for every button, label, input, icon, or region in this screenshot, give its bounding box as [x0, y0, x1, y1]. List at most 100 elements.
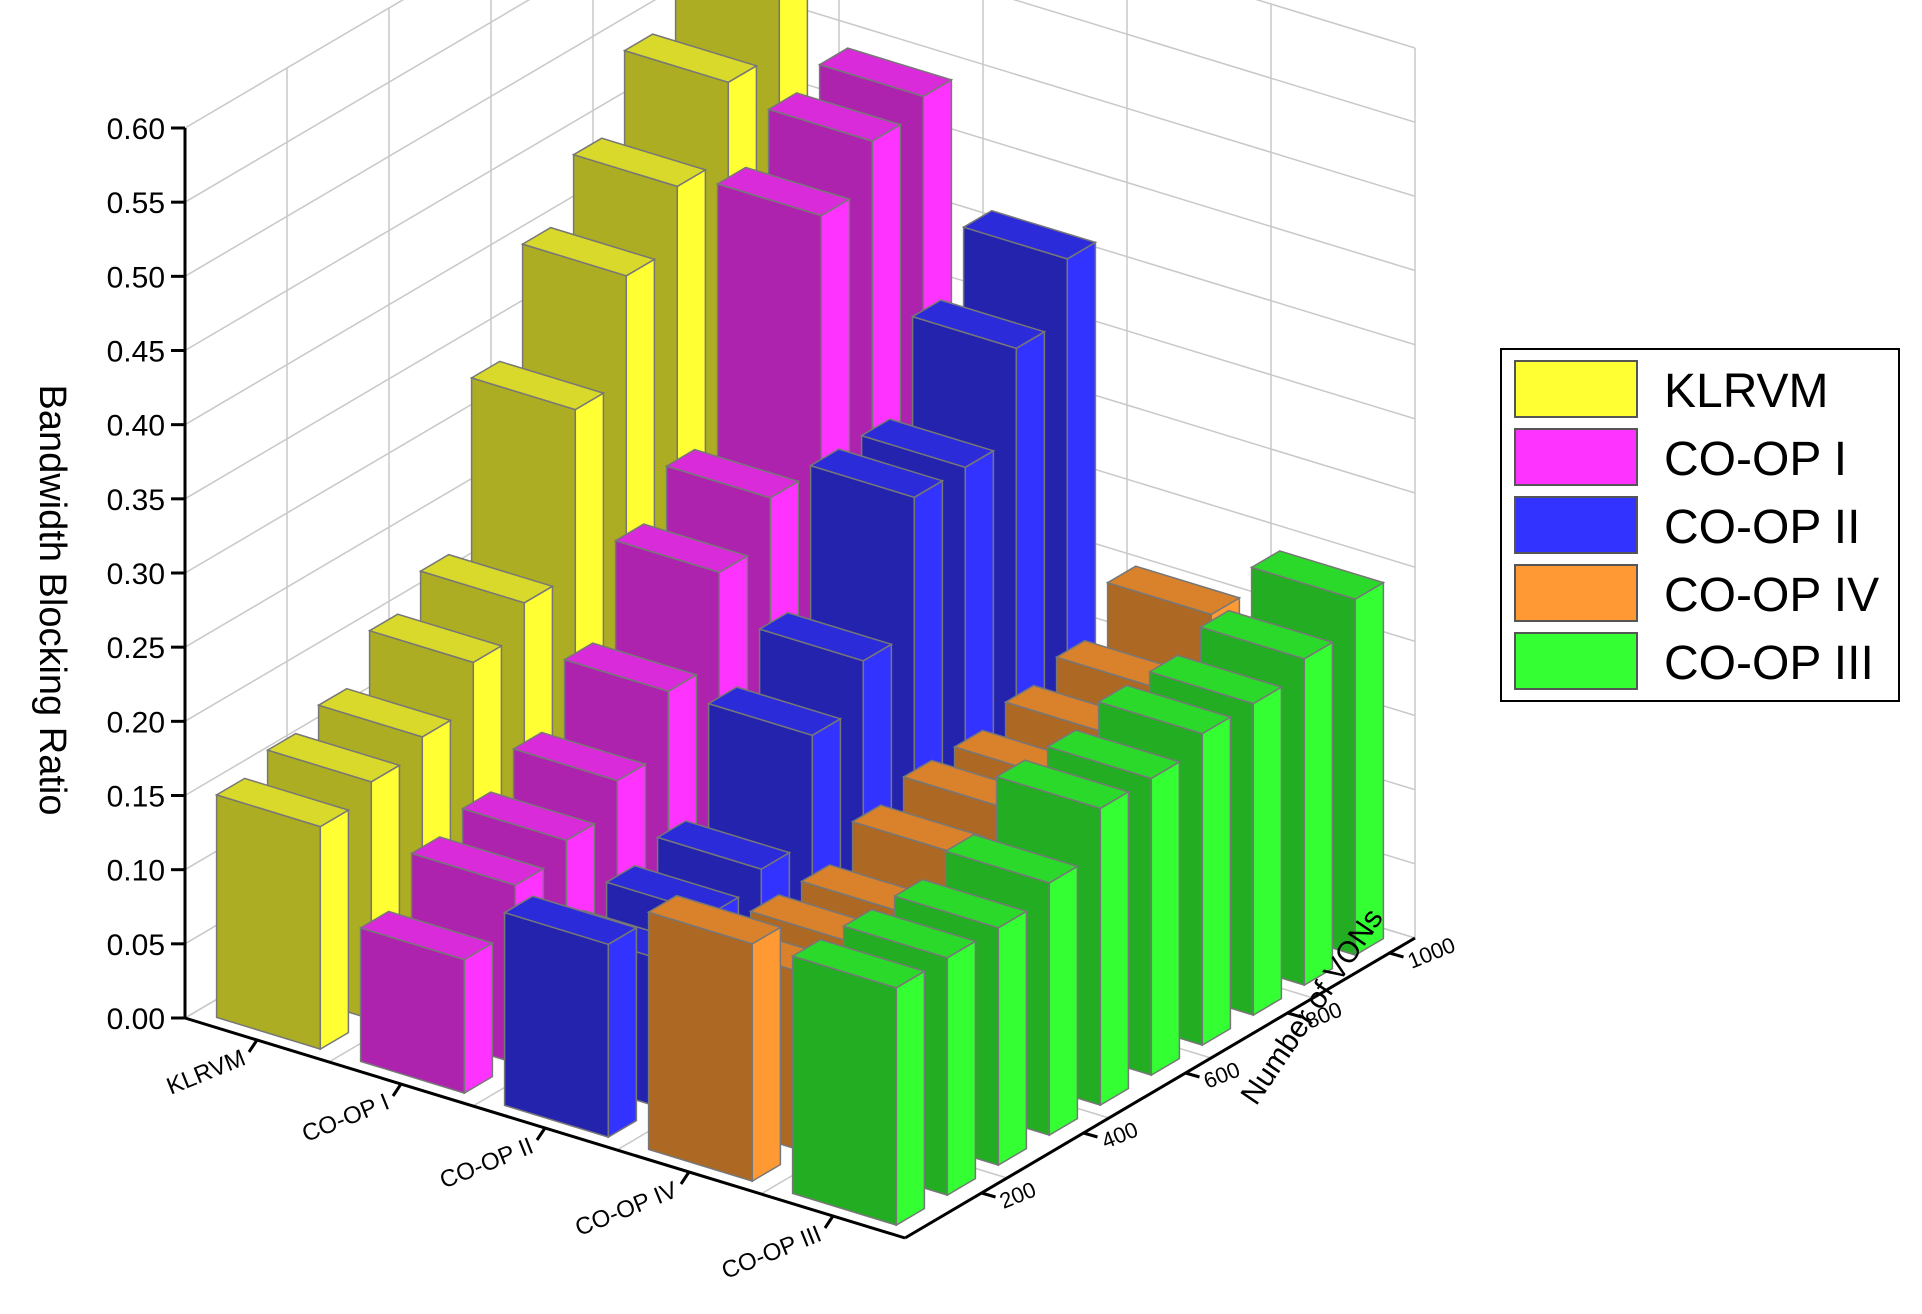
- bar-top-face: [511, 731, 648, 782]
- legend-item-coop-iii: CO-OP III: [1514, 632, 1894, 694]
- bar-top-face: [316, 687, 453, 738]
- bar-top-face: [841, 908, 978, 959]
- category-tick-label: CO-OP IV: [571, 1177, 681, 1242]
- bars: [214, 0, 1386, 1227]
- bar-side-face: [607, 926, 638, 1139]
- y-tick-label: 0.60: [107, 113, 165, 146]
- bar-top-face: [469, 360, 606, 411]
- category-tick: [679, 1171, 691, 1185]
- bar-side-face: [1201, 715, 1232, 1047]
- legend-label-coop-iv: CO-OP IV: [1664, 569, 1880, 622]
- legend-item-coop-i: CO-OP I: [1514, 428, 1894, 490]
- legend-label-klrvm: KLRVM: [1664, 365, 1829, 418]
- grid-line: [1255, 0, 1416, 49]
- category-tick: [247, 1039, 259, 1053]
- bar-top-face: [994, 759, 1131, 810]
- depth-tick: [1083, 1131, 1098, 1139]
- bar-top-face: [961, 209, 1098, 260]
- bar-top-face: [418, 553, 555, 604]
- bar-top-face: [571, 137, 708, 188]
- legend-swatch-coop-i: [1514, 428, 1638, 486]
- bar-top-face: [892, 878, 1029, 929]
- bar-top-face: [715, 166, 852, 217]
- bar-top-face: [214, 777, 351, 828]
- bar-top-face: [817, 47, 954, 98]
- grid-line: [769, 0, 1416, 198]
- bar-top-face: [646, 894, 783, 945]
- legend-item-klrvm: KLRVM: [1514, 360, 1894, 422]
- depth-axis-line: [904, 936, 1416, 1240]
- y-tick-label: 0.40: [107, 410, 165, 443]
- category-tick: [823, 1215, 835, 1229]
- bar-top-face: [790, 938, 927, 989]
- bar-top-face: [265, 732, 402, 783]
- bar-top-face: [808, 448, 945, 499]
- bar-front-face: [647, 911, 754, 1183]
- bar-top-face: [850, 804, 987, 855]
- bar-side-face: [1354, 581, 1385, 957]
- category-tick: [391, 1083, 403, 1097]
- y-tick-label: 0.25: [107, 632, 165, 665]
- depth-tick: [1389, 951, 1404, 959]
- y-tick-label: 0.35: [107, 484, 165, 517]
- y-tick-label: 0.50: [107, 261, 165, 294]
- depth-tick: [981, 1191, 996, 1199]
- bar-top-face: [1105, 565, 1242, 616]
- bar-top-face: [757, 611, 894, 662]
- grid-line: [184, 0, 405, 129]
- depth-tick: [1185, 1071, 1200, 1079]
- bar: [502, 895, 639, 1139]
- legend-swatch-coop-iii: [1514, 632, 1638, 690]
- grid-line: [184, 49, 696, 352]
- grid-line: [184, 0, 531, 203]
- legend-swatch-klrvm: [1514, 360, 1638, 418]
- bar-top-face: [1249, 550, 1386, 600]
- bar-top-face: [1147, 654, 1284, 705]
- category-tick-label: CO-OP III: [718, 1221, 825, 1285]
- bar-top-face: [655, 820, 792, 870]
- y-tick-label: 0.05: [107, 929, 165, 962]
- legend-item-coop-ii: CO-OP II: [1514, 496, 1894, 558]
- bar-top-face: [706, 686, 843, 737]
- grid-line: [1012, 0, 1416, 123]
- legend-item-coop-iv: CO-OP IV: [1514, 564, 1894, 626]
- bar-top-face: [613, 523, 750, 574]
- bar-top-face: [859, 418, 996, 469]
- bar-top-face: [358, 910, 495, 961]
- bar-front-face: [215, 793, 322, 1051]
- bar-side-face: [895, 969, 926, 1227]
- bar-side-face: [751, 925, 782, 1183]
- bar-top-face: [622, 33, 759, 84]
- grid-line: [694, 49, 1416, 272]
- bar-front-face: [791, 955, 898, 1227]
- y-tick-label: 0.45: [107, 336, 165, 369]
- bar-side-face: [1048, 865, 1079, 1137]
- bar: [358, 910, 495, 1095]
- bar-top-face: [664, 448, 801, 499]
- category-tick-label: KLRVM: [163, 1045, 249, 1101]
- legend: KLRVM CO-OP I CO-OP II CO-OP IV CO-OP II…: [1500, 348, 1900, 702]
- bar-side-face: [1150, 760, 1181, 1077]
- bar-side-face: [1252, 685, 1283, 1017]
- y-tick-label: 0.15: [107, 781, 165, 814]
- legend-label-coop-ii: CO-OP II: [1664, 501, 1861, 554]
- bar-side-face: [463, 941, 494, 1095]
- y-axis-title: Bandwidth Blocking Ratio: [31, 385, 73, 816]
- bar-top-face: [460, 791, 597, 842]
- depth-tick: [1287, 1011, 1302, 1019]
- bar-side-face: [1303, 640, 1334, 987]
- y-tick-label: 0.00: [107, 1003, 165, 1036]
- bar-front-face: [503, 911, 610, 1139]
- bar-top-face: [766, 92, 903, 142]
- bar-top-face: [502, 895, 639, 946]
- bar-top-face: [409, 836, 546, 886]
- bar-top-face: [367, 613, 504, 664]
- y-tick-label: 0.10: [107, 855, 165, 888]
- bar-side-face: [1099, 790, 1130, 1107]
- bar: [790, 938, 927, 1227]
- category-tick-label: CO-OP I: [298, 1089, 393, 1148]
- bar-top-face: [1045, 729, 1182, 780]
- bar-top-face: [520, 226, 657, 277]
- bar-top-face: [1198, 609, 1335, 660]
